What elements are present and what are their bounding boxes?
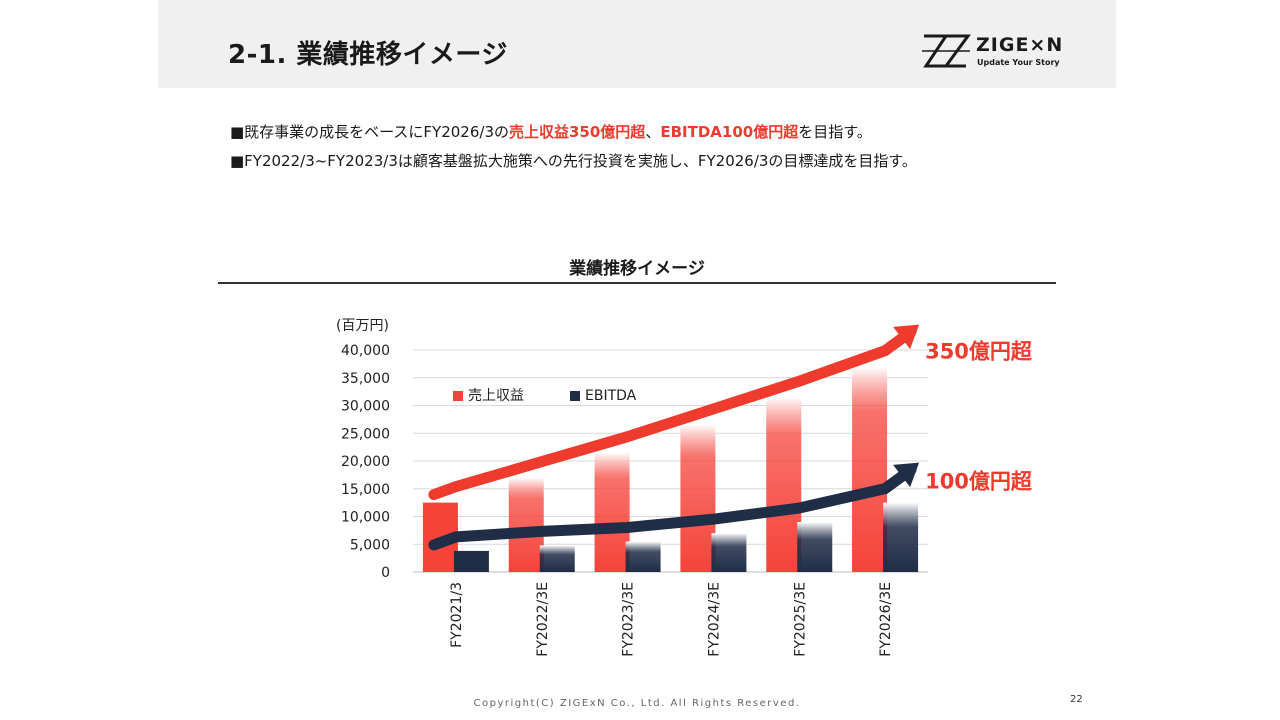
header-bar: 2-1. 業績推移イメージ ZIGE×N Update Your Story [158,0,1116,88]
grid-lines [413,349,928,573]
y-axis: 0 5,000 10,000 15,000 20,000 25,000 30,000 35,0… [341,343,390,581]
ebitda-bar [539,545,575,572]
page-number: 22 [1070,694,1083,705]
revenue-bar [508,477,544,572]
annotation-ebitda: 100億円超 [925,470,1033,494]
ebitda-arrowhead-icon [893,462,920,488]
ebitda-trend-arrow [428,464,917,551]
ebitda-bar [883,502,919,572]
logo-tagline: Update Your Story [977,58,1060,67]
annotations: 350億円超 100億円超 [925,340,1033,494]
y-tick-label: 5,000 [350,537,390,553]
legend-label-ebitda: EBITDA [585,388,637,404]
x-tick-label: FY2023/3E [621,582,637,657]
performance-chart: 0 5,000 10,000 15,000 20,000 25,000 30,000 35,0… [336,318,1033,657]
legend-label-revenue: 売上収益 [468,388,524,404]
bullet-highlight: 売上収益350億円超 [509,123,646,141]
x-tick-label: FY2022/3E [535,582,551,657]
y-tick-label: 25,000 [341,426,390,442]
ebitda-bar [453,550,489,572]
x-axis: FY2021/3 FY2022/3E FY2023/3E FY2024/3E FY202… [449,582,894,657]
bullet-item-1: ■既存事業の成長をベースにFY2026/3の売上収益350億円超、EBITDA1… [230,118,917,147]
annotation-revenue: 350億円超 [925,340,1033,364]
y-tick-label: 30,000 [341,399,390,415]
bullet-text: ■FY2022/3~FY2023/3は顧客基盤拡大施策への先行投資を実施し、FY… [230,152,917,170]
bullet-text: を目指す。 [798,123,872,141]
legend-swatch-revenue [453,391,463,401]
x-tick-label: FY2021/3 [449,582,465,648]
bullet-item-2: ■FY2022/3~FY2023/3は顧客基盤拡大施策への先行投資を実施し、FY… [230,147,917,176]
legend-swatch-ebitda [570,391,580,401]
chart-title: 業績推移イメージ [569,259,705,279]
legend: 売上収益 EBITDA [453,388,637,404]
x-tick-label: FY2025/3E [792,582,808,657]
y-tick-label: 35,000 [341,371,390,387]
y-tick-label: 40,000 [341,343,390,359]
x-tick-label: FY2024/3E [706,582,722,657]
bullet-highlight: EBITDA100億円超 [660,123,799,141]
y-tick-label: 20,000 [341,454,390,470]
bullet-text: 、 [645,123,661,141]
ebitda-bar [625,541,661,572]
slide: 2-1. 業績推移イメージ ZIGE×N Update Your Story ■… [158,0,1116,720]
page-title: 2-1. 業績推移イメージ [228,40,508,70]
revenue-bar [594,452,630,572]
y-tick-label: 0 [381,565,390,581]
trend-arrows [428,324,920,551]
revenue-bar [852,366,888,572]
chart-title-divider [218,282,1056,284]
bullet-text: ■既存事業の成長をベースにFY2026/3の [230,123,509,141]
ebitda-bar [797,522,833,572]
zigexn-logo-icon [922,34,971,68]
footer-copyright: Copyright(C) ZIGExN Co., Ltd. All Rights… [473,698,801,709]
company-logo: ZIGE×N Update Your Story [920,32,1064,72]
revenue-arrowhead-icon [893,324,920,350]
logo-name: ZIGE×N [976,34,1064,56]
bullet-list: ■既存事業の成長をベースにFY2026/3の売上収益350億円超、EBITDA1… [230,118,917,176]
revenue-bar [766,397,802,572]
y-axis-label: (百万円) [336,318,389,334]
ebitda-bar [711,533,747,572]
revenue-bar [680,424,716,572]
y-tick-label: 10,000 [341,510,390,526]
y-tick-label: 15,000 [341,482,390,498]
revenue-trend-arrow [428,326,917,501]
x-tick-label: FY2026/3E [878,582,894,657]
